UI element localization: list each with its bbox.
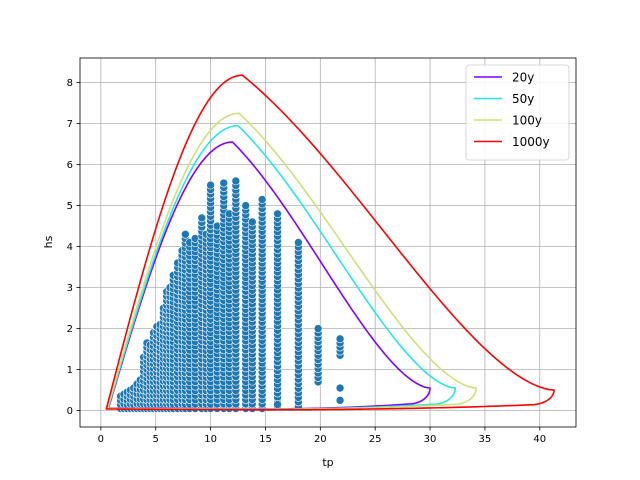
legend: 20y 50y 100y 1000y — [465, 64, 570, 161]
y-tick-label: 7 — [67, 119, 73, 130]
data-point — [273, 400, 282, 409]
y-axis: 0 1 2 3 4 5 6 7 8 — [67, 78, 80, 417]
data-point — [241, 201, 250, 210]
x-tick-label: 35 — [479, 434, 492, 445]
x-tick-label: 10 — [204, 434, 217, 445]
data-point — [219, 178, 229, 188]
legend-label-100y: 100y — [512, 114, 542, 128]
data-point — [247, 217, 257, 227]
y-tick-label: 2 — [67, 324, 73, 335]
x-tick-label: 0 — [98, 434, 104, 445]
x-tick-label: 5 — [153, 434, 159, 445]
data-point — [335, 334, 345, 344]
contour-lines — [105, 74, 555, 411]
x-tick-label: 20 — [314, 434, 327, 445]
legend-label-1000y: 1000y — [512, 135, 550, 149]
data-point — [197, 213, 207, 223]
scatter-points — [116, 176, 345, 413]
data-point — [273, 209, 282, 219]
data-point — [231, 176, 241, 186]
y-tick-label: 1 — [67, 365, 73, 376]
x-axis: 0 5 10 15 20 25 30 35 40 — [98, 427, 546, 445]
y-tick-label: 4 — [67, 242, 73, 253]
legend-box — [465, 64, 570, 161]
y-tick-label: 6 — [67, 160, 73, 171]
legend-label-50y: 50y — [512, 92, 534, 106]
y-tick-label: 3 — [67, 283, 73, 294]
plot-frame — [79, 57, 577, 428]
y-tick-label: 5 — [67, 201, 73, 212]
legend-label-20y: 20y — [512, 71, 534, 85]
data-point — [257, 195, 267, 204]
y-tick-label: 0 — [67, 406, 73, 417]
data-point — [181, 230, 190, 239]
y-tick-label: 8 — [67, 78, 73, 89]
x-tick-label: 30 — [424, 434, 437, 445]
y-axis-label: hs — [42, 235, 55, 248]
x-tick-label: 40 — [533, 434, 546, 445]
data-point — [313, 324, 323, 333]
data-point — [335, 383, 345, 393]
x-tick-label: 25 — [369, 434, 382, 445]
x-axis-label: tp — [322, 456, 333, 469]
x-tick-label: 15 — [259, 434, 272, 445]
contour-1000y — [105, 74, 555, 411]
data-point — [294, 238, 303, 247]
data-point — [206, 180, 215, 190]
data-point — [335, 396, 345, 405]
